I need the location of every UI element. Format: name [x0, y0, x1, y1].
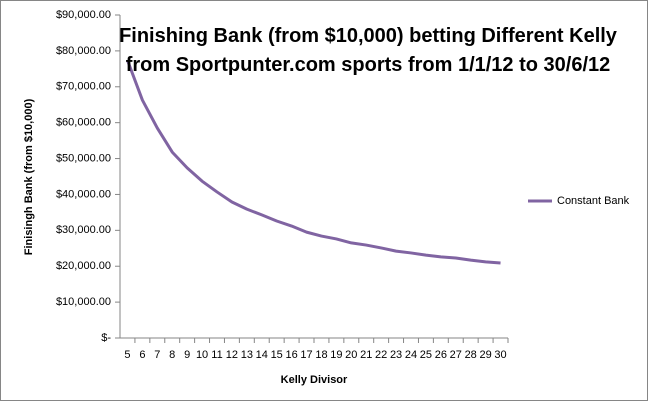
x-axis-label: Kelly Divisor	[281, 374, 348, 386]
x-tick-label: 27	[450, 349, 462, 361]
x-tick-label: 24	[405, 349, 417, 361]
x-tick-label: 21	[360, 349, 372, 361]
chart-title: Finishing Bank (from $10,000) betting Di…	[119, 25, 617, 76]
y-tick-label: $90,000.00	[56, 9, 111, 21]
x-tick-label: 15	[271, 349, 283, 361]
x-tick-label: 7	[154, 349, 160, 361]
y-tick-label: $40,000.00	[56, 188, 111, 200]
x-tick-label: 12	[226, 349, 238, 361]
y-tick-label: $60,000.00	[56, 117, 111, 129]
y-tick-label: $50,000.00	[56, 152, 111, 164]
x-tick-label: 28	[465, 349, 477, 361]
x-tick-label: 30	[494, 349, 506, 361]
y-tick-label: $-	[101, 332, 111, 344]
x-tick-label: 19	[330, 349, 342, 361]
x-tick-label: 20	[345, 349, 357, 361]
y-tick-label: $70,000.00	[56, 81, 111, 93]
x-tick-label: 5	[124, 349, 130, 361]
x-tick-label: 10	[196, 349, 208, 361]
y-tick-label: $20,000.00	[56, 260, 111, 272]
y-tick-label: $10,000.00	[56, 296, 111, 308]
y-tick-label: $80,000.00	[56, 45, 111, 57]
x-tick-label: 26	[435, 349, 447, 361]
x-tick-label: 18	[315, 349, 327, 361]
x-tick-label: 17	[300, 349, 312, 361]
x-tick-label: 25	[420, 349, 432, 361]
x-tick-label: 16	[285, 349, 297, 361]
x-tick-label: 23	[390, 349, 402, 361]
legend-label: Constant Bank	[557, 195, 630, 207]
y-axis-label: Finisingh Bank (from $10,000)	[23, 98, 35, 255]
y-tick-label: $30,000.00	[56, 224, 111, 236]
x-tick-label: 13	[241, 349, 253, 361]
x-tick-label: 8	[169, 349, 175, 361]
x-tick-label: 22	[375, 349, 387, 361]
data-line	[126, 59, 501, 265]
x-tick-label: 29	[479, 349, 491, 361]
x-tick-label: 6	[139, 349, 145, 361]
x-tick-label: 11	[211, 349, 222, 361]
x-tick-label: 14	[256, 349, 268, 361]
x-tick-label: 9	[184, 349, 190, 361]
